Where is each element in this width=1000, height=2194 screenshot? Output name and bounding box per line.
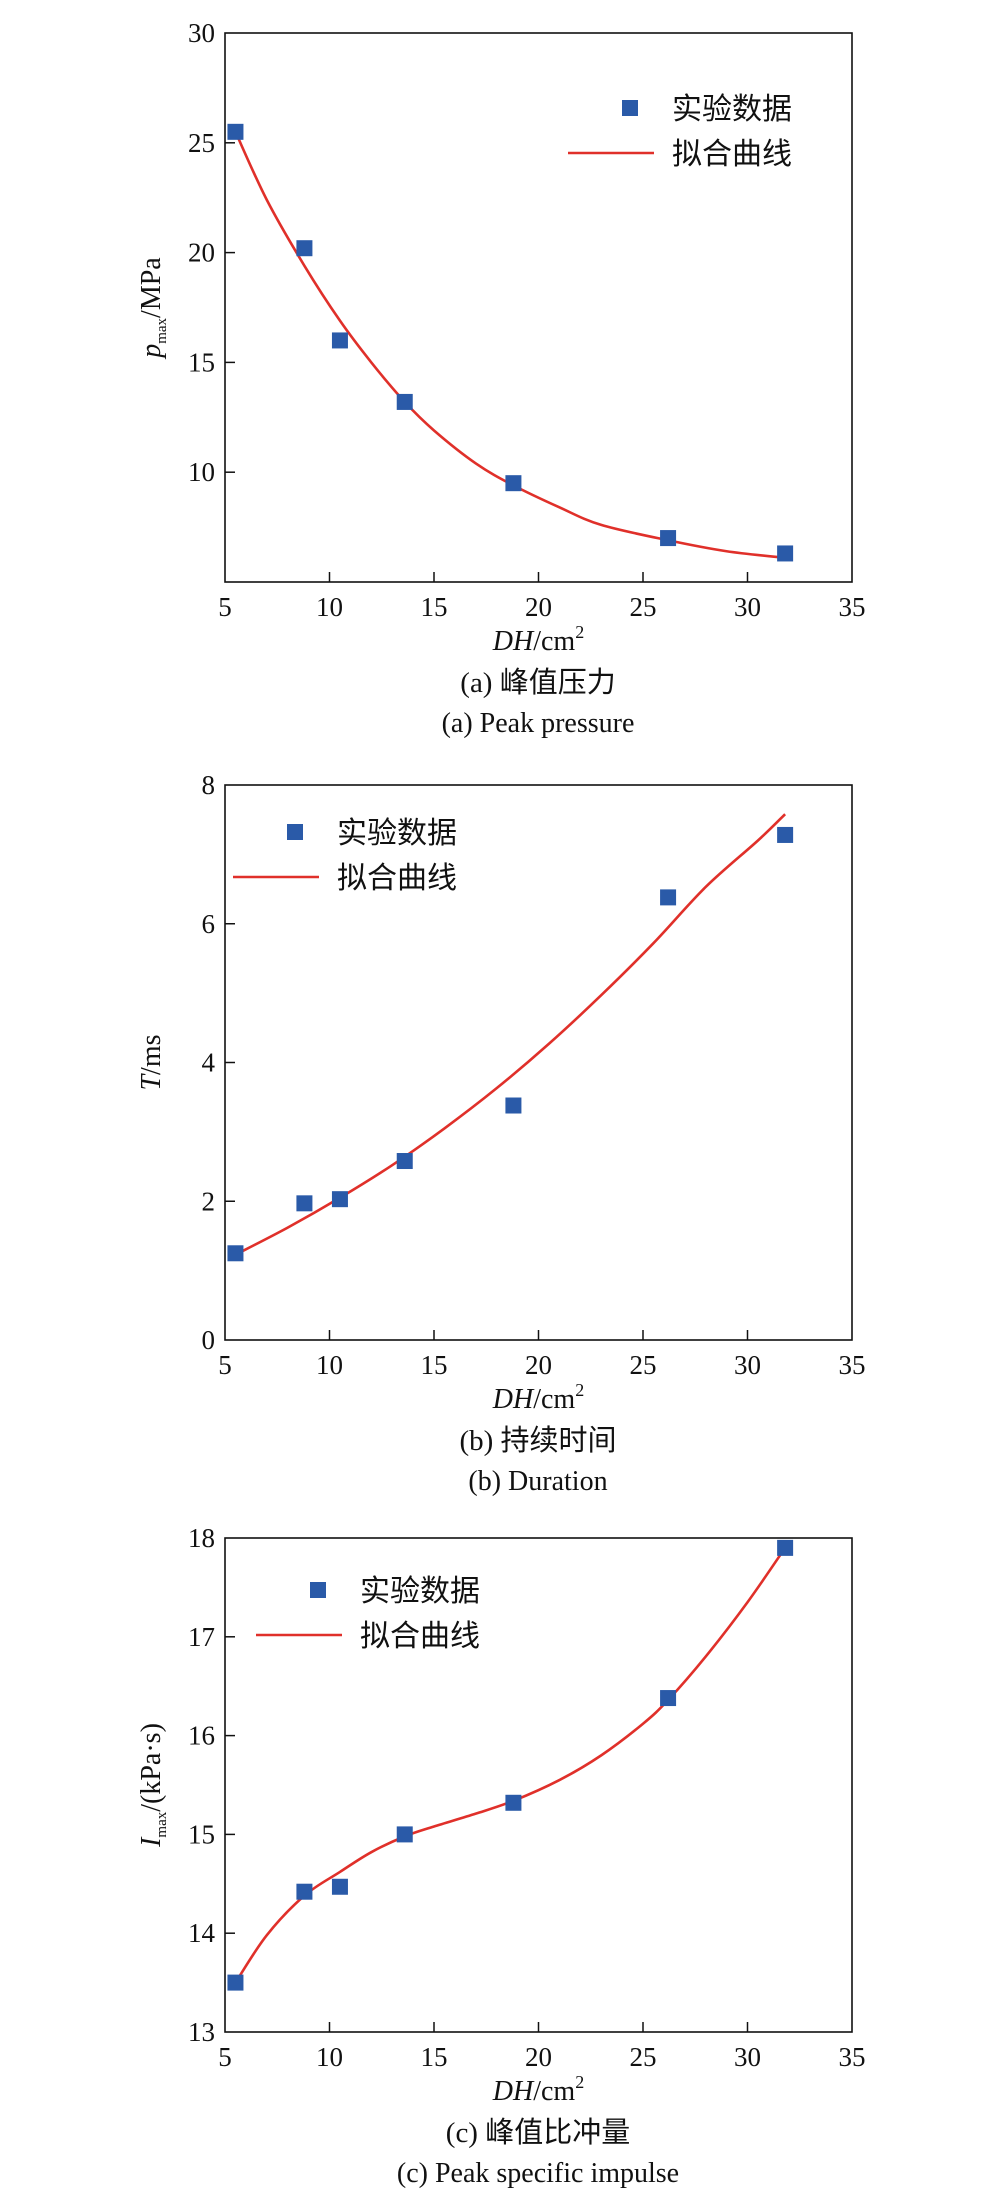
y-tick-label: 30 — [188, 18, 215, 48]
data-point — [296, 240, 313, 257]
legend-label-curve: 拟合曲线 — [672, 137, 792, 172]
data-point — [227, 1245, 244, 1262]
x-tick-label: 30 — [734, 592, 761, 622]
y-tick-label: 15 — [188, 347, 215, 377]
x-tick-label: 30 — [734, 1350, 761, 1380]
x-axis-title: DH/cm2 — [492, 622, 584, 657]
data-point — [777, 545, 794, 562]
data-point — [396, 393, 413, 410]
x-axis-title: DH/cm2 — [492, 2072, 584, 2107]
legend-label-points: 实验数据 — [337, 816, 457, 851]
x-tick-label: 35 — [839, 2042, 866, 2072]
data-point — [505, 1794, 522, 1811]
caption-chinese: (c) 峰值比冲量 — [446, 2116, 630, 2149]
plot-frame — [224, 784, 853, 1341]
y-tick-label: 2 — [202, 1186, 216, 1216]
legend-marker-points — [287, 824, 303, 840]
x-tick-label: 25 — [630, 2042, 657, 2072]
data-point — [660, 889, 677, 906]
x-tick-label: 20 — [525, 2042, 552, 2072]
data-point — [660, 1690, 677, 1707]
x-axis-title: DH/cm2 — [492, 1380, 584, 1415]
data-point — [505, 1097, 522, 1114]
y-tick-label: 25 — [188, 128, 215, 158]
y-tick-label: 18 — [188, 1523, 215, 1553]
data-point — [396, 1153, 413, 1170]
data-point — [660, 530, 677, 547]
fit-curve-line — [234, 131, 786, 560]
y-axis-title: T/ms — [136, 1034, 167, 1090]
data-point — [296, 1883, 313, 1900]
x-tick-label: 15 — [421, 1350, 448, 1380]
legend-label-curve: 拟合曲线 — [337, 861, 457, 896]
x-tick-label: 35 — [839, 1350, 866, 1380]
y-tick-label: 0 — [202, 1325, 216, 1355]
data-point — [296, 1195, 313, 1212]
data-point — [331, 332, 348, 349]
y-tick-label: 8 — [202, 770, 216, 800]
y-tick-label: 20 — [188, 238, 215, 268]
x-tick-label: 10 — [316, 1350, 343, 1380]
plot-frame — [224, 1537, 853, 2033]
x-tick-label: 25 — [630, 592, 657, 622]
y-tick-label: 16 — [188, 1721, 215, 1751]
caption-english: (b) Duration — [468, 1466, 607, 1497]
data-point — [777, 1539, 794, 1556]
legend-marker-points — [622, 100, 638, 116]
y-tick-label: 13 — [188, 2017, 215, 2047]
data-point — [777, 826, 794, 843]
x-tick-label: 15 — [421, 2042, 448, 2072]
x-tick-label: 5 — [218, 592, 232, 622]
x-tick-label: 10 — [316, 2042, 343, 2072]
x-tick-label: 30 — [734, 2042, 761, 2072]
data-point — [331, 1878, 348, 1895]
y-tick-label: 14 — [188, 1918, 216, 1948]
x-tick-label: 35 — [839, 592, 866, 622]
caption-chinese: (a) 峰值压力 — [460, 666, 615, 699]
data-point — [331, 1191, 348, 1208]
data-point — [505, 475, 522, 492]
fit-curve-line — [234, 1547, 787, 1984]
x-tick-label: 5 — [218, 2042, 232, 2072]
x-tick-label: 10 — [316, 592, 343, 622]
x-tick-label: 5 — [218, 1350, 232, 1380]
x-tick-label: 25 — [630, 1350, 657, 1380]
y-tick-label: 17 — [188, 1622, 215, 1652]
caption-english: (c) Peak specific impulse — [397, 2158, 679, 2189]
x-tick-label: 20 — [525, 592, 552, 622]
fit-curve-line — [234, 813, 787, 1256]
y-axis-title: Imax/(kPa·s) — [136, 1723, 170, 1848]
x-tick-label: 20 — [525, 1350, 552, 1380]
legend-label-points: 实验数据 — [360, 1574, 480, 1609]
y-axis-title: pmax/MPa — [136, 257, 170, 360]
legend-label-points: 实验数据 — [672, 92, 792, 127]
chart-panel-1: 5 10 15 20 25 30 35 10 15 20 25 30 DH/cm2 pmax/MPa 实验数… — [136, 18, 866, 739]
data-point — [396, 1826, 413, 1843]
x-tick-label: 15 — [421, 592, 448, 622]
y-tick-label: 15 — [188, 1819, 215, 1849]
legend-label-curve: 拟合曲线 — [360, 1619, 480, 1654]
y-tick-label: 10 — [188, 457, 215, 487]
caption-english: (a) Peak pressure — [442, 708, 635, 739]
chart-panel-3: 5 10 15 20 25 30 35 13 14 15 16 17 18 DH/cm2 Imax/(kPa… — [136, 1523, 866, 2189]
data-point — [227, 123, 244, 140]
y-tick-label: 4 — [202, 1048, 216, 1078]
caption-chinese: (b) 持续时间 — [459, 1424, 616, 1457]
legend-marker-points — [310, 1582, 326, 1598]
data-point — [227, 1974, 244, 1991]
y-tick-label: 6 — [202, 909, 216, 939]
